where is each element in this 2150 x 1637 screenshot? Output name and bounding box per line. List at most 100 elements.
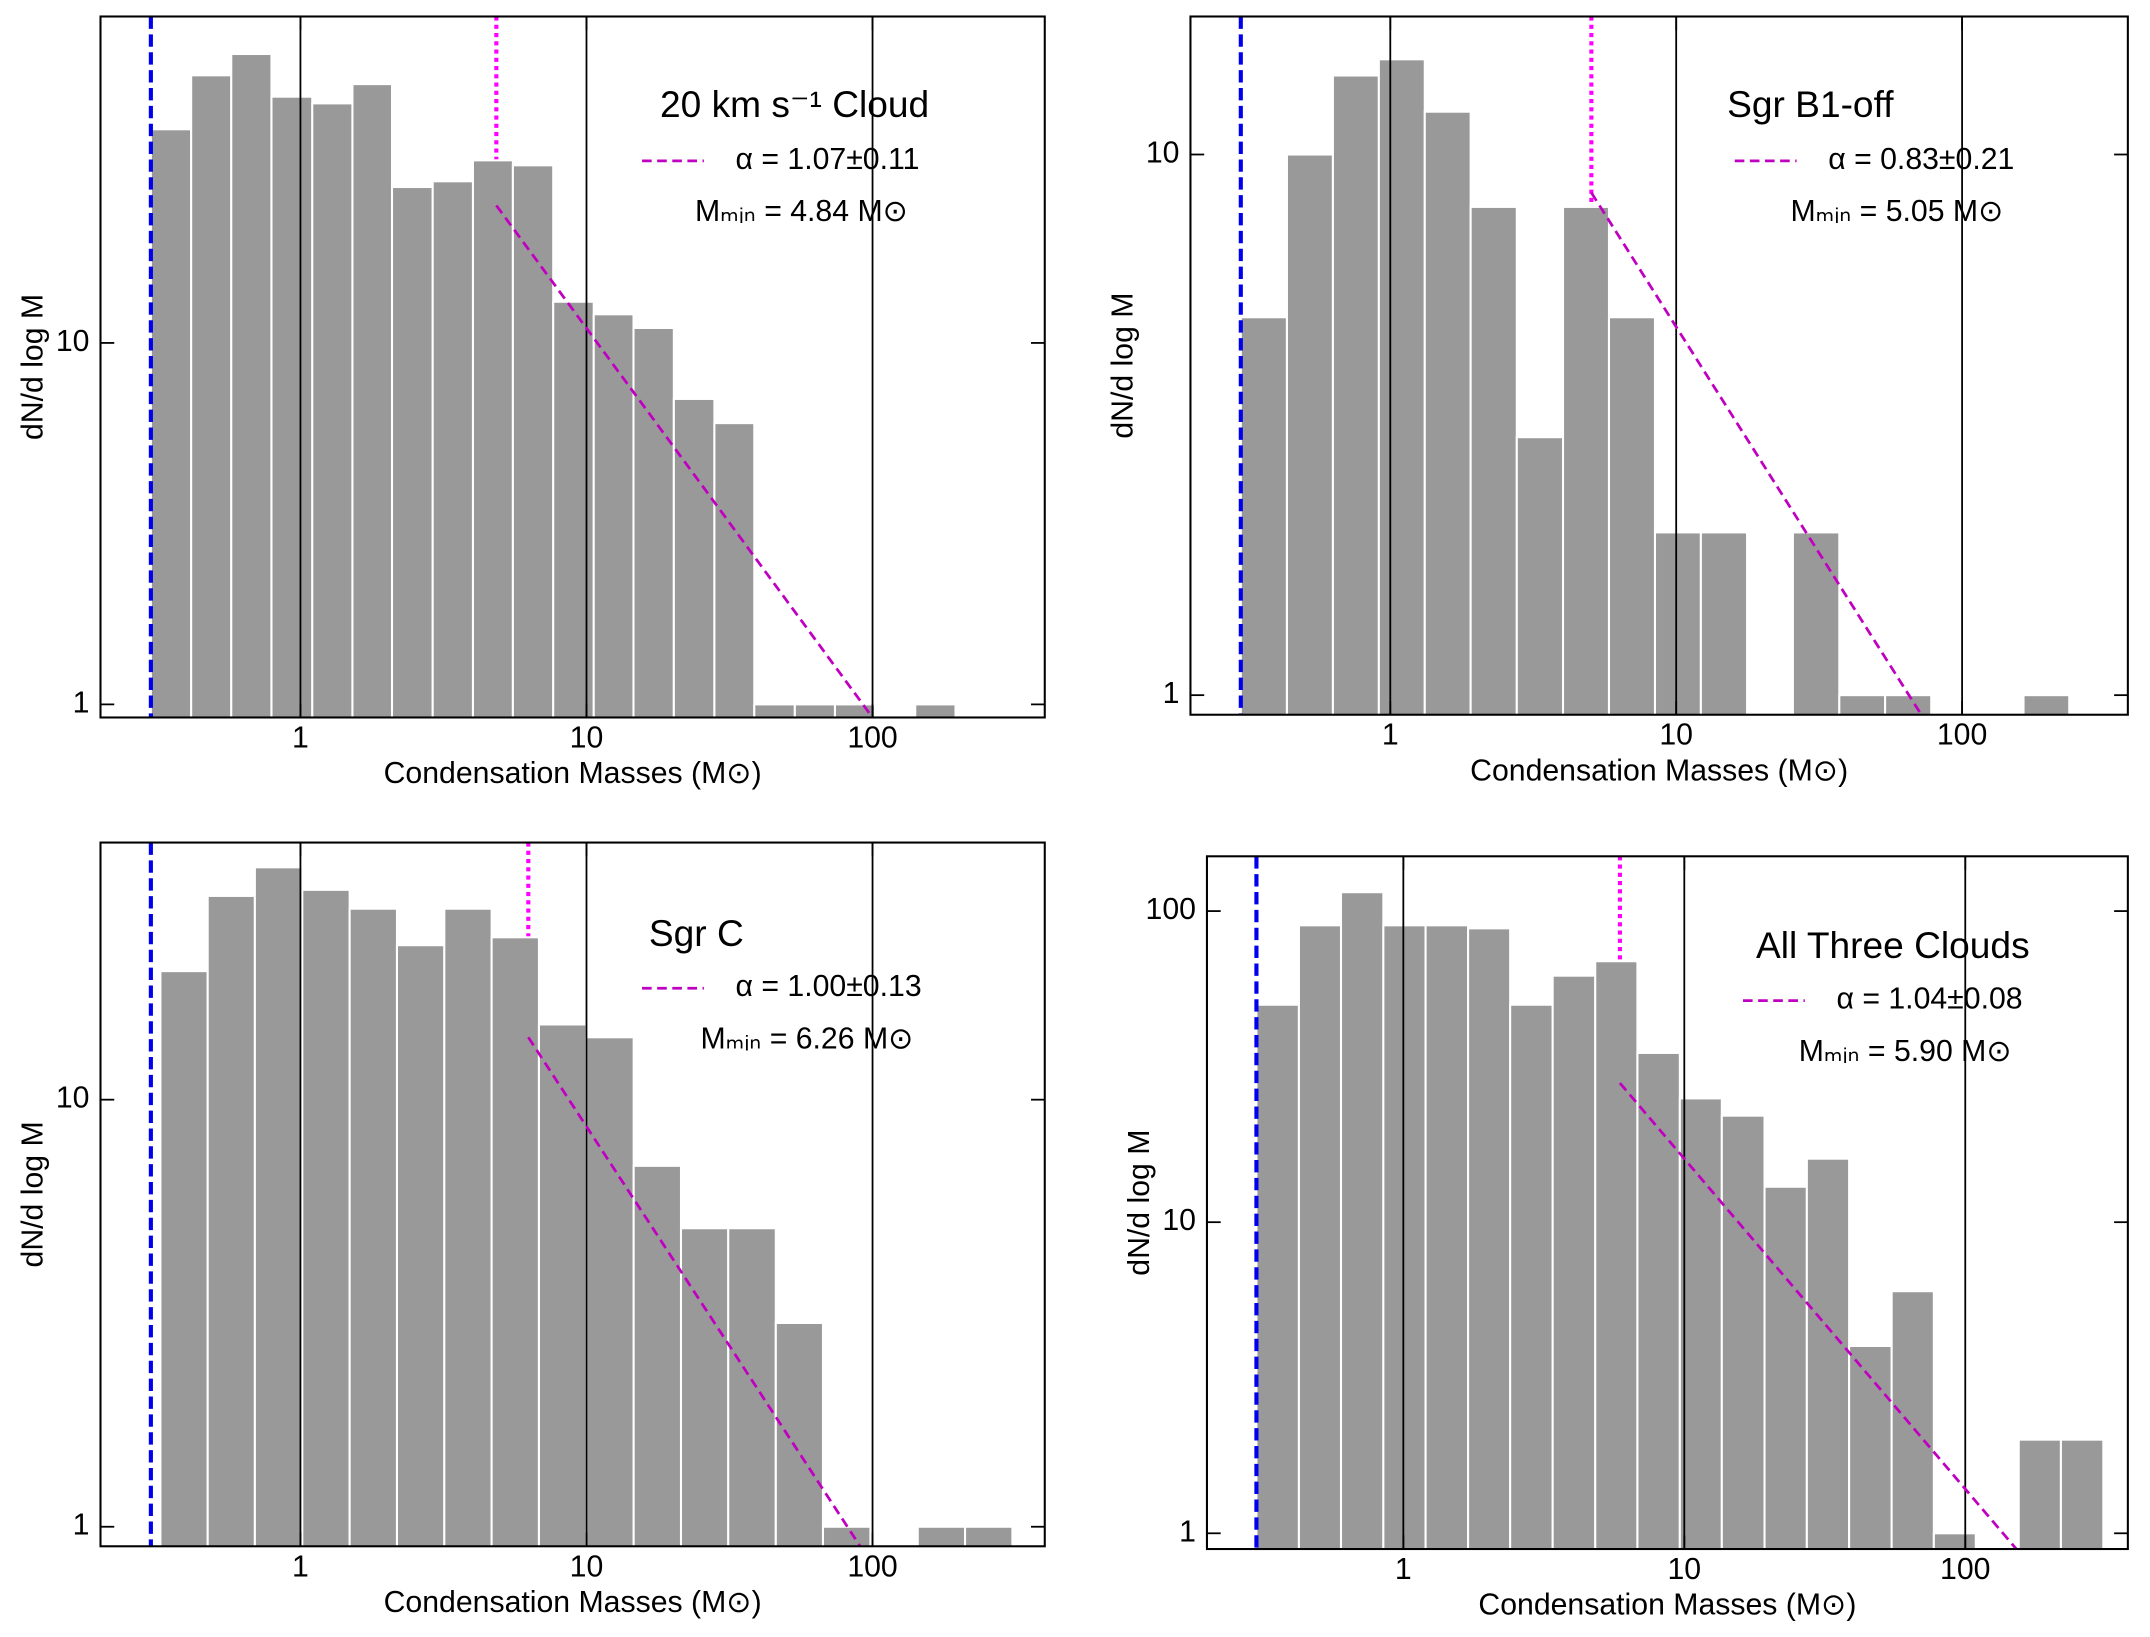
bar — [443, 907, 493, 1547]
bar — [159, 970, 209, 1547]
bar — [537, 1023, 588, 1547]
bar — [348, 907, 399, 1547]
y-axis-label: dN/d log M — [17, 294, 50, 440]
x-axis-label: Condensation Masses (M⊙) — [384, 757, 762, 790]
y-axis-label: dN/d log M — [1123, 1130, 1156, 1276]
bar — [253, 866, 304, 1547]
bar — [1239, 316, 1288, 715]
x-tick-label: 10 — [1659, 719, 1693, 752]
bar — [390, 185, 434, 718]
bar — [1636, 1051, 1681, 1550]
bar — [1653, 531, 1702, 715]
x-tick-label: 10 — [570, 721, 604, 754]
bar — [1339, 891, 1385, 1550]
bar — [1469, 205, 1518, 715]
panel-title: All Three Clouds — [1756, 924, 2030, 966]
bar — [914, 703, 957, 718]
legend-label: α = 1.00±0.13 — [736, 970, 922, 1003]
legend-label: α = 1.04±0.08 — [1836, 983, 2022, 1016]
x-tick-label: 10 — [570, 1550, 604, 1583]
bar — [1562, 205, 1611, 715]
panel-title: Sgr C — [649, 912, 744, 954]
y-tick-label: 1 — [73, 1509, 90, 1542]
x-tick-label: 10 — [1667, 1553, 1701, 1586]
axes-frame — [99, 15, 1046, 719]
y-tick-label: 10 — [56, 325, 90, 358]
bar — [632, 326, 675, 718]
bar — [713, 422, 756, 718]
bar — [552, 300, 595, 718]
bar — [964, 1525, 1014, 1547]
bar — [1763, 1185, 1808, 1550]
x-tick-label: 100 — [847, 1550, 897, 1583]
bar — [1515, 436, 1565, 715]
plot-area — [1238, 16, 2071, 715]
axes-frame — [1189, 15, 2129, 716]
y-tick-label: 10 — [1162, 1204, 1196, 1237]
bar — [679, 1227, 730, 1547]
y-tick-label: 1 — [1179, 1515, 1196, 1548]
bar — [585, 1036, 635, 1547]
bar — [206, 894, 256, 1547]
bar — [1509, 1003, 1554, 1550]
bar — [395, 944, 446, 1547]
x-tick-label: 1 — [1382, 719, 1399, 752]
x-tick-label: 1 — [292, 721, 309, 754]
bar — [431, 180, 474, 718]
legend-label: α = 1.07±0.11 — [736, 143, 920, 176]
y-tick-label: 1 — [1163, 677, 1180, 710]
x-axis-label: Condensation Masses (M⊙) — [1470, 754, 1848, 787]
annotation: Mₘᵢₙ = 4.84 M⊙ — [695, 195, 908, 228]
bar — [1699, 531, 1749, 715]
legend-label: α = 0.83±0.21 — [1828, 143, 2014, 176]
annotation: Mₘᵢₙ = 5.05 M⊙ — [1790, 195, 2003, 228]
bar — [230, 52, 273, 718]
axes-frame — [99, 841, 1046, 1548]
bar — [632, 1164, 683, 1547]
fit-line — [1590, 191, 1923, 715]
plot-area — [1254, 856, 2105, 1550]
bar — [1551, 974, 1597, 1550]
fit-line — [495, 204, 874, 718]
bar — [1678, 1097, 1723, 1550]
x-tick-label: 100 — [1940, 1553, 1990, 1586]
bar — [2022, 694, 2071, 715]
y-axis-label: dN/d log M — [17, 1121, 50, 1267]
bar — [490, 936, 540, 1547]
bar — [511, 164, 555, 718]
bar — [311, 102, 354, 718]
bar — [1848, 1344, 1893, 1550]
axes-frame — [1205, 855, 2129, 1551]
bar — [1423, 110, 1472, 715]
bar — [1377, 58, 1426, 715]
y-tick-label: 10 — [1146, 136, 1180, 169]
y-tick-label: 1 — [73, 686, 90, 719]
bar — [1382, 924, 1427, 1550]
x-axis-label: Condensation Masses (M⊙) — [384, 1586, 762, 1619]
bar — [1297, 924, 1343, 1550]
bar — [1890, 1290, 1935, 1550]
plot-area — [148, 842, 1014, 1547]
bar — [149, 128, 193, 718]
x-tick-label: 100 — [847, 721, 897, 754]
bar — [1805, 1157, 1851, 1550]
bar — [471, 159, 514, 718]
panel-title: 20 km s⁻¹ Cloud — [660, 83, 929, 125]
bar — [592, 313, 635, 718]
y-axis-label: dN/d log M — [1106, 293, 1139, 439]
bar — [2017, 1438, 2062, 1550]
fit-line — [527, 1036, 862, 1547]
bar — [1607, 316, 1657, 715]
annotation: Mₘᵢₙ = 5.90 M⊙ — [1799, 1035, 2012, 1068]
x-tick-label: 1 — [292, 1550, 309, 1583]
bar — [351, 83, 394, 718]
bar — [1331, 74, 1380, 715]
bar — [1594, 960, 1639, 1550]
bar — [774, 1321, 825, 1547]
bar — [1255, 1003, 1300, 1550]
bar — [1285, 153, 1334, 715]
